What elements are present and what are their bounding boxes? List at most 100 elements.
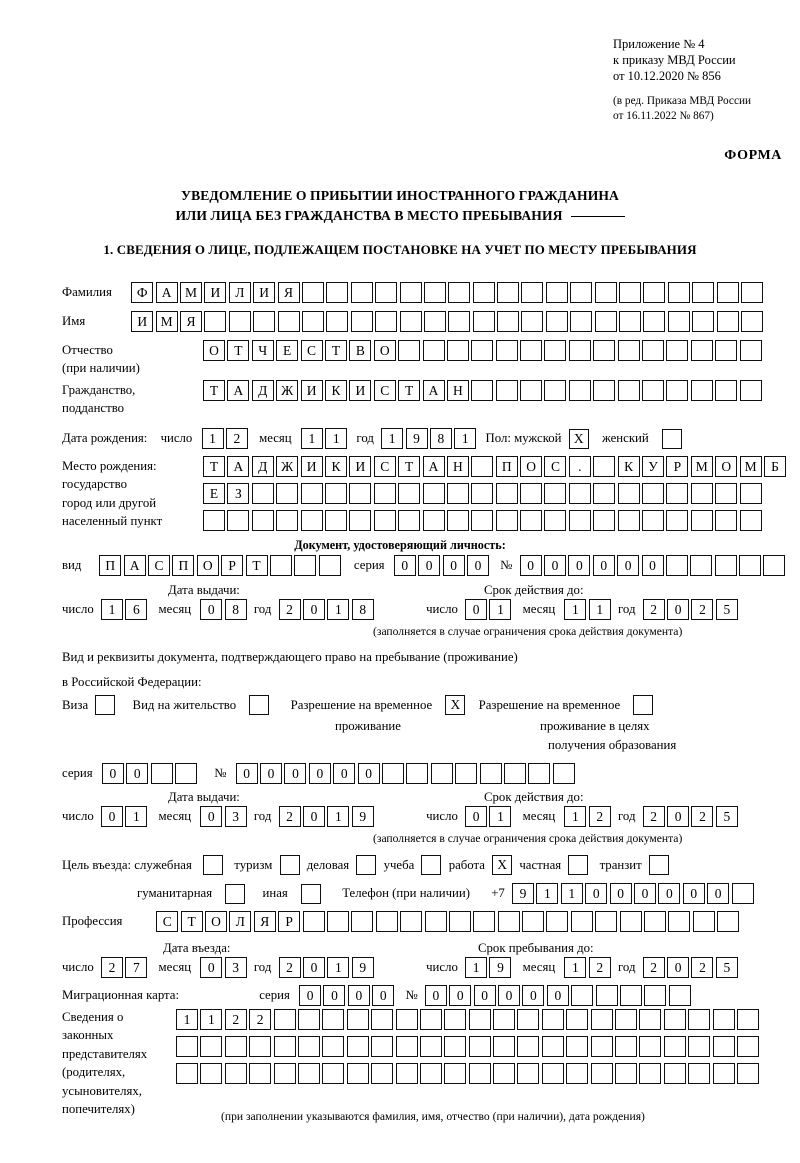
purpose-study-checkbox[interactable] (421, 855, 442, 875)
char-box[interactable] (566, 1036, 589, 1057)
char-box[interactable]: 2 (278, 806, 301, 827)
char-box[interactable] (643, 311, 666, 332)
char-box[interactable] (593, 483, 616, 504)
char-box[interactable] (619, 282, 642, 303)
char-box[interactable] (200, 1036, 223, 1057)
legal-rep-input-row3[interactable] (176, 1063, 759, 1084)
char-box[interactable]: П (172, 555, 195, 576)
visa-checkbox[interactable] (95, 695, 116, 715)
char-box[interactable] (273, 1036, 296, 1057)
char-box[interactable]: М (155, 311, 178, 332)
char-box[interactable] (251, 483, 274, 504)
char-box[interactable]: 2 (224, 1009, 247, 1030)
char-box[interactable]: 1 (560, 883, 583, 904)
char-box[interactable] (715, 483, 738, 504)
char-box[interactable] (395, 1036, 418, 1057)
char-box[interactable] (318, 555, 341, 576)
char-box[interactable]: Д (251, 380, 274, 401)
char-box[interactable] (300, 483, 323, 504)
char-box[interactable] (571, 985, 594, 1006)
char-box[interactable] (712, 1036, 735, 1057)
char-box[interactable] (714, 555, 737, 576)
char-box[interactable]: Н (446, 380, 469, 401)
char-box[interactable]: 2 (588, 957, 611, 978)
char-box[interactable] (615, 1063, 638, 1084)
char-box[interactable] (277, 311, 300, 332)
char-box[interactable] (740, 282, 763, 303)
char-box[interactable] (546, 911, 569, 932)
char-box[interactable]: 0 (284, 763, 307, 784)
char-box[interactable]: 0 (357, 763, 380, 784)
char-box[interactable]: Т (398, 380, 421, 401)
char-box[interactable] (595, 985, 618, 1006)
char-box[interactable]: 1 (327, 806, 350, 827)
char-box[interactable]: 0 (519, 555, 542, 576)
char-box[interactable] (663, 1063, 686, 1084)
char-box[interactable] (520, 380, 543, 401)
char-box[interactable]: 0 (260, 763, 283, 784)
char-box[interactable] (570, 282, 593, 303)
char-box[interactable] (520, 483, 543, 504)
char-box[interactable]: Т (203, 380, 225, 401)
char-box[interactable]: 0 (543, 555, 566, 576)
char-box[interactable] (593, 510, 616, 531)
char-box[interactable]: С (544, 456, 567, 477)
char-box[interactable]: И (349, 456, 372, 477)
char-box[interactable]: 0 (658, 883, 681, 904)
char-box[interactable] (423, 282, 446, 303)
char-box[interactable]: 0 (299, 985, 322, 1006)
char-box[interactable]: 0 (617, 555, 640, 576)
char-box[interactable] (740, 311, 763, 332)
char-box[interactable] (294, 555, 317, 576)
char-box[interactable] (472, 311, 495, 332)
char-box[interactable]: 0 (592, 555, 615, 576)
char-box[interactable]: 2 (100, 957, 123, 978)
char-box[interactable] (322, 1036, 345, 1057)
char-box[interactable] (468, 1009, 491, 1030)
char-box[interactable]: 0 (372, 985, 395, 1006)
char-box[interactable]: 0 (667, 957, 690, 978)
char-box[interactable] (382, 763, 404, 784)
char-box[interactable]: Л (228, 282, 251, 303)
char-box[interactable] (468, 1036, 491, 1057)
char-box[interactable] (495, 380, 518, 401)
purpose-humanitarian-checkbox[interactable] (225, 883, 246, 904)
char-box[interactable]: . (568, 456, 591, 477)
char-box[interactable]: 9 (405, 428, 428, 449)
char-box[interactable] (273, 1009, 296, 1030)
char-box[interactable]: З (227, 483, 250, 504)
char-box[interactable]: 0 (424, 985, 447, 1006)
char-box[interactable]: 2 (588, 806, 611, 827)
char-box[interactable] (419, 1036, 442, 1057)
char-box[interactable]: С (300, 340, 323, 361)
char-box[interactable] (503, 763, 526, 784)
char-box[interactable]: 1 (536, 883, 559, 904)
char-box[interactable] (326, 911, 349, 932)
char-box[interactable] (712, 1009, 735, 1030)
char-box[interactable] (200, 1063, 223, 1084)
char-box[interactable]: К (617, 456, 640, 477)
char-box[interactable]: 0 (235, 763, 258, 784)
char-box[interactable] (253, 311, 276, 332)
char-box[interactable]: 0 (302, 599, 325, 620)
char-box[interactable] (644, 985, 667, 1006)
char-box[interactable]: А (227, 380, 250, 401)
char-box[interactable]: Р (666, 456, 689, 477)
char-box[interactable]: Я (179, 311, 202, 332)
char-box[interactable] (150, 763, 173, 784)
char-box[interactable]: 0 (667, 599, 690, 620)
char-box[interactable] (593, 380, 616, 401)
char-box[interactable] (690, 555, 713, 576)
char-box[interactable]: 0 (200, 957, 223, 978)
char-box[interactable] (371, 1009, 394, 1030)
char-box[interactable] (639, 1009, 662, 1030)
